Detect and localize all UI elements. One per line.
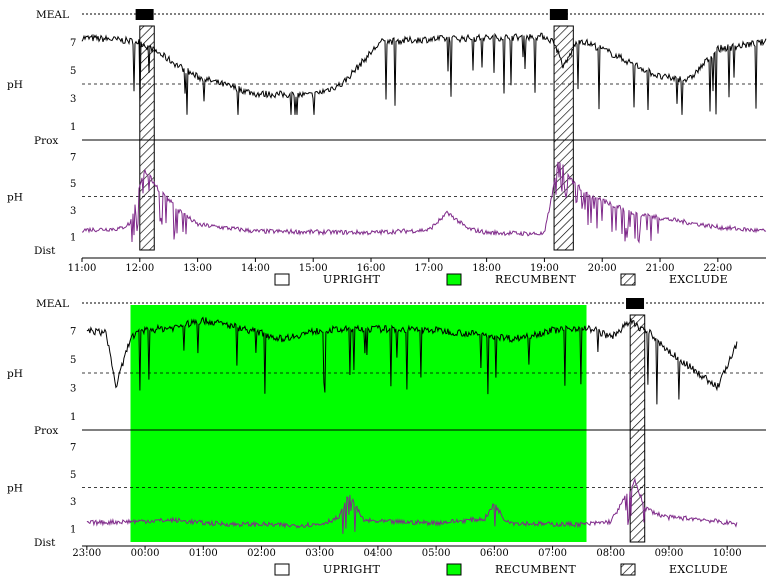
legend-swatch (620, 273, 636, 286)
y-tick-label: 1 (70, 233, 76, 244)
channel-name: Dist (34, 245, 56, 257)
trace-prox (86, 316, 738, 405)
y-tick-label: 3 (70, 94, 76, 105)
y-tick-label: 1 (70, 524, 76, 535)
y-axis-label: pH (7, 368, 23, 380)
meal-marker (549, 9, 568, 20)
y-tick-label: 7 (70, 443, 76, 454)
y-tick-label: 1 (70, 122, 76, 133)
channel-name: Dist (34, 537, 56, 549)
legend-label: EXCLUDE (669, 273, 728, 286)
x-tick-label: 01:00 (189, 548, 218, 559)
meal-label: MEAL (36, 9, 69, 21)
y-axis-label: pH (7, 483, 23, 495)
x-tick-label: 11:00 (68, 263, 97, 274)
meal-marker (135, 9, 154, 20)
x-tick-label: 06:00 (480, 548, 509, 559)
channel-name: Prox (34, 135, 58, 147)
x-tick-label: 18:00 (472, 263, 501, 274)
y-tick-label: 7 (70, 326, 76, 337)
x-tick-label: 19:00 (530, 263, 559, 274)
exclude-period (629, 314, 646, 543)
channel-name: Prox (34, 425, 58, 437)
legend-label: RECUMBENT (495, 273, 576, 286)
y-tick-label: 7 (70, 152, 76, 163)
x-tick-label: 17:00 (414, 263, 443, 274)
x-tick-label: 14:00 (241, 263, 270, 274)
y-axis-label: pH (7, 192, 23, 204)
y-tick-label: 3 (70, 206, 76, 217)
y-tick-label: 5 (70, 179, 76, 190)
recumbent-period (130, 305, 587, 542)
y-tick-label: 1 (70, 412, 76, 423)
x-tick-label: 03:00 (305, 548, 334, 559)
x-tick-label: 10:00 (713, 548, 742, 559)
panel-1 (81, 9, 767, 286)
legend-label: RECUMBENT (495, 563, 576, 576)
y-tick-label: 5 (70, 355, 76, 366)
x-tick-label: 22:00 (703, 263, 732, 274)
x-tick-label: 08:00 (596, 548, 625, 559)
trace-prox (81, 32, 767, 115)
y-tick-label: 5 (70, 66, 76, 77)
legend-label: UPRIGHT (323, 273, 380, 286)
x-tick-label: 12:00 (125, 263, 154, 274)
x-tick-label: 16:00 (357, 263, 386, 274)
exclude-period (553, 25, 574, 251)
legend-swatch (274, 273, 290, 286)
x-tick-label: 09:00 (655, 548, 684, 559)
x-tick-label: 23:00 (72, 548, 101, 559)
meal-label: MEAL (36, 298, 69, 310)
y-tick-label: 5 (70, 470, 76, 481)
legend-swatch (446, 563, 462, 576)
legend-swatch (446, 273, 462, 286)
x-tick-label: 00:00 (131, 548, 160, 559)
panel-2 (82, 298, 766, 576)
x-tick-label: 07:00 (538, 548, 567, 559)
x-tick-label: 02:00 (247, 548, 276, 559)
x-tick-label: 04:00 (364, 548, 393, 559)
x-tick-label: 21:00 (646, 263, 675, 274)
x-tick-label: 15:00 (299, 263, 328, 274)
y-tick-label: 3 (70, 497, 76, 508)
x-tick-label: 13:00 (183, 263, 212, 274)
trace-dist (81, 161, 767, 244)
legend-swatch (274, 563, 290, 576)
y-tick-label: 7 (70, 38, 76, 49)
y-axis-label: pH (7, 79, 23, 91)
x-tick-label: 20:00 (588, 263, 617, 274)
legend-label: EXCLUDE (669, 563, 728, 576)
y-tick-label: 3 (70, 383, 76, 394)
exclude-period (139, 25, 155, 251)
meal-marker (626, 298, 645, 309)
legend-swatch (620, 563, 636, 576)
legend-label: UPRIGHT (323, 563, 380, 576)
x-tick-label: 05:00 (422, 548, 451, 559)
trace-dist (86, 477, 738, 534)
